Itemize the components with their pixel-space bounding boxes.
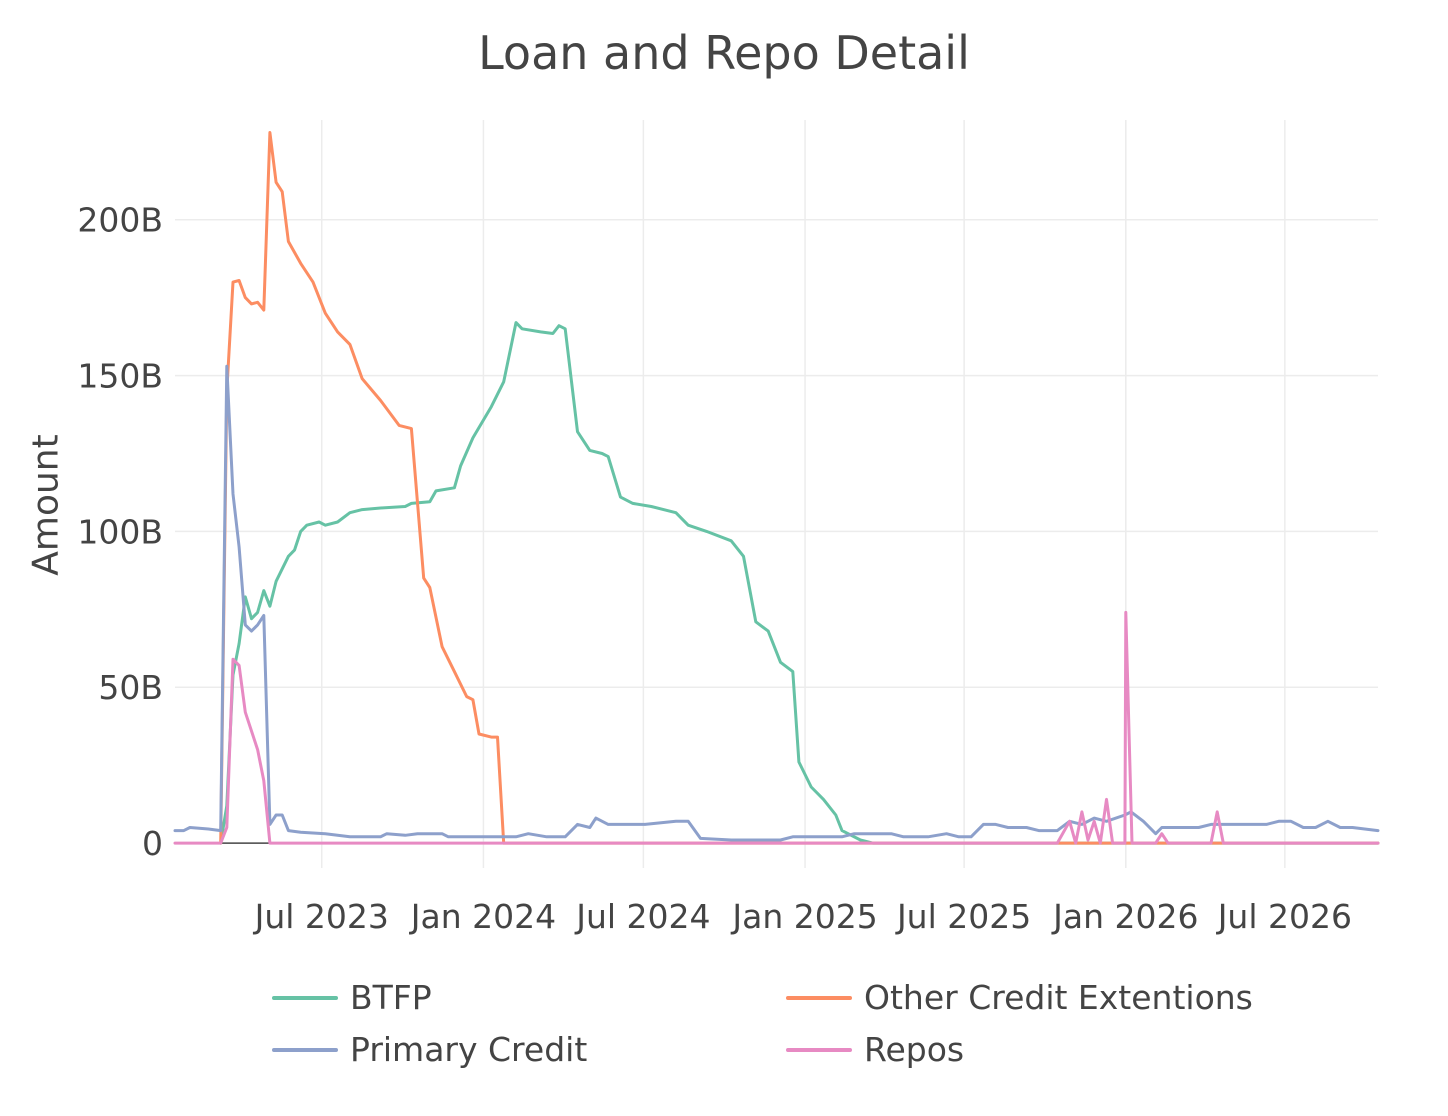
legend-swatch-btfp <box>272 995 338 1000</box>
y-tick-labels: 0 50B 100B 150B 200B <box>77 201 163 863</box>
y-tick-label: 150B <box>77 357 163 396</box>
series-lines <box>173 131 1380 845</box>
series-line-primary-credit <box>173 364 1380 842</box>
x-tick-label: Jan 2025 <box>730 897 877 936</box>
legend-item-repos[interactable]: Repos <box>786 1030 964 1069</box>
chart-title: Loan and Repo Detail <box>478 26 970 80</box>
y-tick-label: 100B <box>77 512 163 551</box>
legend-swatch-primary-credit <box>272 1047 338 1052</box>
y-tick-label: 0 <box>142 824 163 863</box>
x-tick-label: Jan 2024 <box>409 897 556 936</box>
legend: BTFP Other Credit Extentions Primary Cre… <box>0 972 1448 1082</box>
legend-swatch-other-credit-extentions <box>786 995 852 1000</box>
legend-item-btfp[interactable]: BTFP <box>272 978 432 1017</box>
legend-label-other-credit-extentions: Other Credit Extentions <box>864 978 1253 1017</box>
series-line-other-credit-extentions <box>219 131 1380 845</box>
legend-label-repos: Repos <box>864 1030 965 1069</box>
y-tick-label: 50B <box>98 668 163 707</box>
x-tick-label: Jan 2026 <box>1051 897 1198 936</box>
series-line-btfp <box>219 321 1380 845</box>
x-tick-label: Jul 2024 <box>574 897 710 936</box>
legend-item-primary-credit[interactable]: Primary Credit <box>272 1030 587 1069</box>
gridlines <box>175 120 1378 868</box>
x-tick-label: Jul 2023 <box>253 897 389 936</box>
series-line-repos <box>173 610 1380 845</box>
x-tick-labels: Jul 2023 Jan 2024 Jul 2024 Jan 2025 Jul 2025… <box>253 897 1352 936</box>
y-tick-label: 200B <box>77 201 163 240</box>
legend-label-btfp: BTFP <box>350 978 432 1017</box>
x-tick-label: Jul 2025 <box>895 897 1031 936</box>
legend-item-other-credit-extentions[interactable]: Other Credit Extentions <box>786 978 1253 1017</box>
x-tick-label: Jul 2026 <box>1216 897 1352 936</box>
legend-swatch-repos <box>786 1047 852 1052</box>
legend-label-primary-credit: Primary Credit <box>350 1030 588 1069</box>
